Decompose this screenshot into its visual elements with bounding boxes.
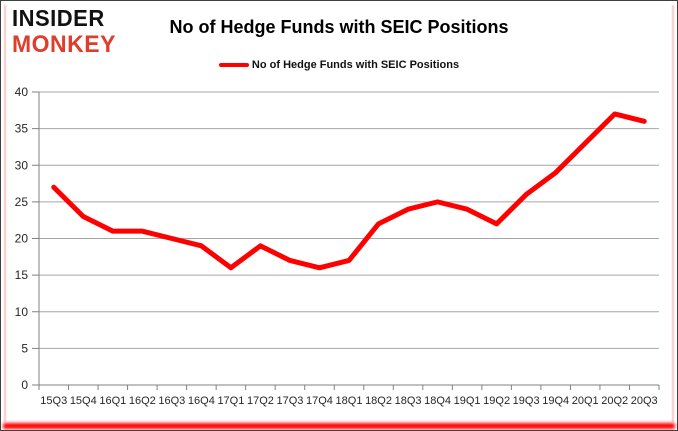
x-tick-label: 15Q4 <box>70 395 97 407</box>
y-tick-label: 40 <box>15 85 29 99</box>
y-tick-label: 25 <box>15 195 29 209</box>
logo-text-monkey: MONKEY <box>12 29 116 58</box>
x-tick-label: 20Q1 <box>572 395 599 407</box>
x-tick-label: 19Q4 <box>542 395 569 407</box>
x-tick-label: 18Q3 <box>395 395 422 407</box>
logo-text-insider: INSIDER <box>12 4 105 32</box>
x-tick-label: 16Q4 <box>188 395 215 407</box>
chart-title: No of Hedge Funds with SEIC Positions <box>169 17 509 37</box>
x-tick-label: 17Q3 <box>276 395 303 407</box>
y-tick-label: 20 <box>15 232 29 246</box>
x-tick-label: 16Q3 <box>158 395 185 407</box>
x-tick-label: 20Q2 <box>601 395 628 407</box>
x-tick-label: 19Q1 <box>454 395 481 407</box>
panel-left-edge-glow <box>4 5 6 422</box>
y-tick-label: 5 <box>21 341 28 355</box>
x-tick-label: 18Q4 <box>424 395 451 407</box>
insider-monkey-logo: INSIDER MONKEY <box>12 4 116 58</box>
y-tick-label: 15 <box>15 268 29 282</box>
x-tick-label: 19Q3 <box>513 395 540 407</box>
series-line <box>51 111 647 271</box>
legend-label: No of Hedge Funds with SEIC Positions <box>251 59 460 71</box>
y-tick-label: 0 <box>21 378 28 392</box>
chart-legend: No of Hedge Funds with SEIC Positions <box>1 59 677 71</box>
x-tick-label: 18Q1 <box>336 395 363 407</box>
x-tick-label: 20Q3 <box>631 395 658 407</box>
y-tick-label: 10 <box>15 305 29 319</box>
x-tick-label: 19Q2 <box>483 395 510 407</box>
x-tick-label: 15Q3 <box>40 395 67 407</box>
panel-right-edge-glow <box>672 5 674 422</box>
x-tick-label: 16Q2 <box>129 395 156 407</box>
legend-line-swatch <box>218 63 249 67</box>
y-tick-label: 35 <box>15 122 29 136</box>
x-tick-label: 17Q4 <box>306 395 333 407</box>
y-tick-label: 30 <box>15 158 29 172</box>
x-tick-label: 17Q2 <box>247 395 274 407</box>
x-tick-label: 16Q1 <box>99 395 126 407</box>
panel-bottom-red-glow <box>3 423 675 429</box>
x-tick-label: 17Q1 <box>217 395 244 407</box>
x-tick-label: 18Q2 <box>365 395 392 407</box>
